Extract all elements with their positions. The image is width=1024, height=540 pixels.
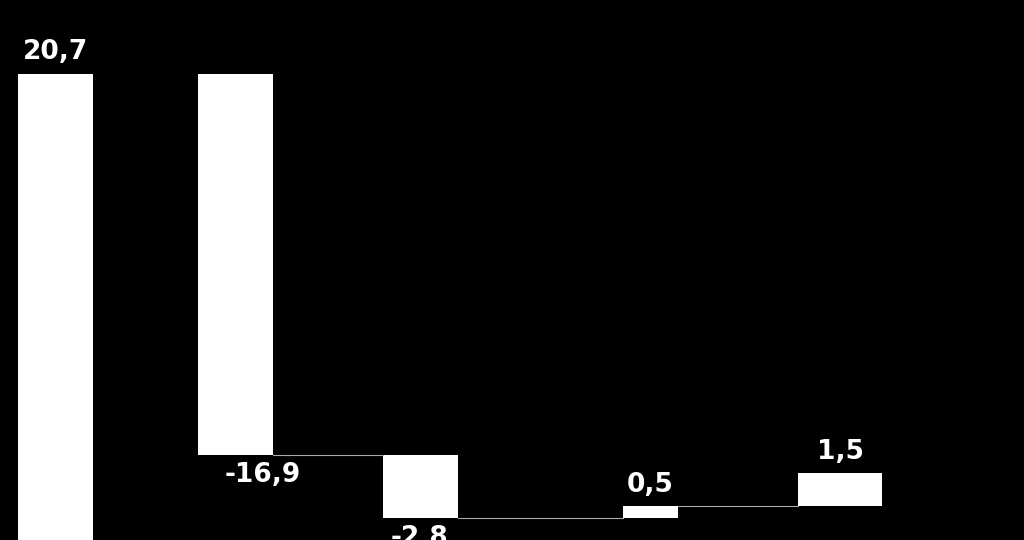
Text: -2,8: -2,8 bbox=[391, 525, 449, 540]
Bar bbox=[798, 472, 883, 507]
Bar bbox=[139, 74, 151, 540]
Bar bbox=[383, 455, 458, 517]
Text: 0,5: 0,5 bbox=[627, 472, 674, 498]
Bar bbox=[623, 507, 678, 517]
Bar bbox=[17, 74, 92, 540]
Text: 1,5: 1,5 bbox=[816, 438, 863, 464]
Text: 20,7: 20,7 bbox=[23, 39, 88, 65]
Bar bbox=[198, 75, 272, 455]
Text: -16,9: -16,9 bbox=[225, 462, 301, 488]
